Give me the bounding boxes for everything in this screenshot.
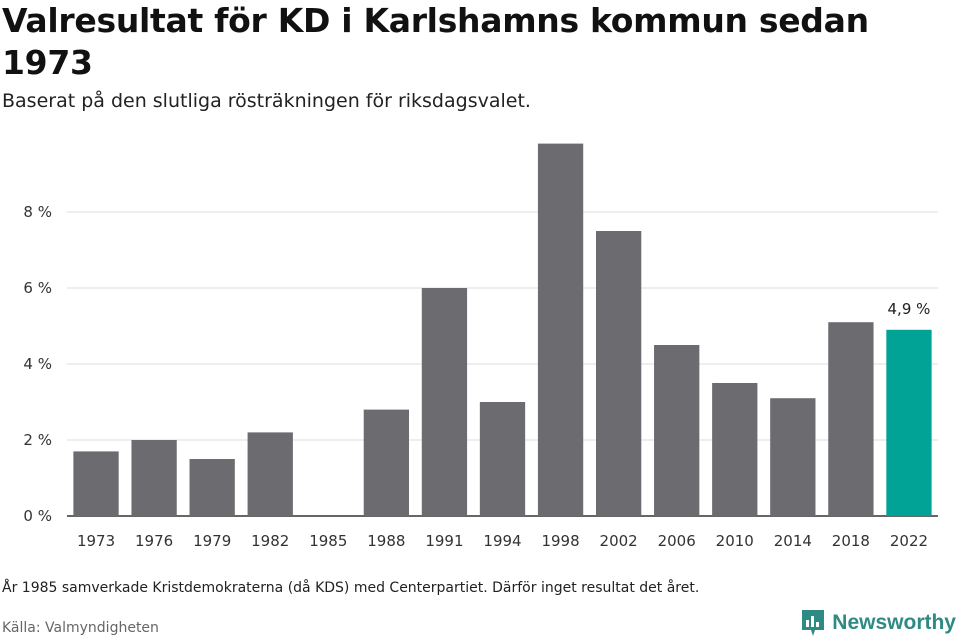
x-tick-label: 1982 bbox=[251, 532, 289, 550]
x-tick-label: 1979 bbox=[193, 532, 231, 550]
brand: Newsworthy bbox=[800, 608, 956, 638]
y-tick-label: 4 % bbox=[23, 355, 52, 373]
x-tick-label: 1994 bbox=[483, 532, 521, 550]
y-tick-label: 2 % bbox=[23, 431, 52, 449]
bar-2022 bbox=[886, 329, 932, 516]
x-tick-label: 2002 bbox=[600, 532, 638, 550]
x-tick-label: 1973 bbox=[77, 532, 115, 550]
brand-name: Newsworthy bbox=[832, 611, 956, 634]
y-axis-ticks: 0 % 2 % 4 % 6 % 8 % bbox=[23, 203, 52, 525]
x-tick-label: 2014 bbox=[774, 532, 812, 550]
x-tick-label: 1985 bbox=[309, 532, 347, 550]
x-tick-label: 1988 bbox=[367, 532, 405, 550]
x-tick-label: 2018 bbox=[832, 532, 870, 550]
data-label-2022: 4,9 % bbox=[888, 300, 931, 318]
bar-2002 bbox=[595, 231, 642, 516]
x-axis-ticks: 1973 1976 1979 1982 1985 1988 1991 1994 1998 2002… bbox=[77, 532, 928, 550]
newsworthy-logo-icon bbox=[802, 610, 825, 636]
x-tick-label: 1976 bbox=[135, 532, 173, 550]
data-labels: 4,9 % bbox=[888, 300, 931, 318]
x-tick-label: 2006 bbox=[658, 532, 696, 550]
bar-1973 bbox=[73, 451, 119, 516]
y-tick-label: 6 % bbox=[23, 279, 52, 297]
bar-1982 bbox=[247, 432, 293, 516]
bar-2014 bbox=[770, 398, 816, 516]
bar-2010 bbox=[712, 383, 758, 516]
bar-2018 bbox=[828, 322, 874, 516]
x-tick-label: 1991 bbox=[425, 532, 463, 550]
x-tick-label: 2022 bbox=[890, 532, 928, 550]
bar-1991 bbox=[421, 288, 468, 516]
y-tick-label: 0 % bbox=[23, 507, 52, 525]
bar-1988 bbox=[363, 409, 410, 516]
chart-subtitle: Baserat på den slutliga rösträkningen fö… bbox=[2, 90, 531, 112]
bar-1998 bbox=[537, 143, 584, 516]
x-tick-label: 2010 bbox=[716, 532, 754, 550]
bar-2006 bbox=[654, 345, 700, 516]
source-text: Källa: Valmyndigheten bbox=[2, 620, 159, 636]
bar-1979 bbox=[189, 459, 235, 516]
chart-title: Valresultat för KD i Karlshamns kommun s… bbox=[2, 1, 869, 82]
bars bbox=[73, 143, 932, 516]
footnote: År 1985 samverkade Kristdemokraterna (då… bbox=[2, 580, 700, 596]
bar-1994 bbox=[479, 402, 526, 516]
bar-chart: 0 % 2 % 4 % 6 % 8 % 1973 1976 1979 1982 1985 1988… bbox=[23, 143, 938, 550]
bar-1976 bbox=[131, 440, 177, 516]
x-tick-label: 1998 bbox=[541, 532, 579, 550]
y-tick-label: 8 % bbox=[23, 203, 52, 221]
